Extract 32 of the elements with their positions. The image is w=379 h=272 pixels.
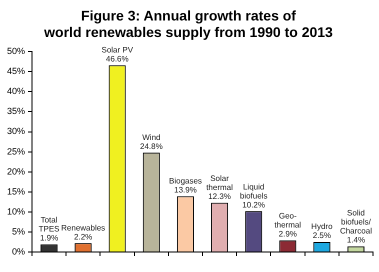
x-tick-label: Solar PV [101, 45, 134, 54]
y-tick-label: 50% [7, 46, 26, 56]
y-tick-label: 20% [7, 166, 26, 176]
data-label: 12.3% [208, 192, 231, 201]
data-label: 2.2% [74, 232, 92, 242]
data-label: 13.9% [174, 185, 197, 194]
data-label: 1.9% [40, 234, 58, 243]
data-label: 24.8% [140, 142, 163, 151]
data-label: 2.5% [312, 231, 331, 240]
y-tick-label: 5% [12, 226, 26, 236]
x-tick-label: Total TPES [38, 216, 60, 234]
x-tick-label: Wind [142, 132, 160, 142]
y-tick-label: 15% [7, 186, 26, 196]
x-tick-label: Biogases [168, 176, 202, 186]
y-tick-label: 0% [12, 246, 26, 256]
y-tick-label: 30% [7, 126, 26, 136]
x-tick-label: Solar thermal [206, 174, 234, 192]
y-tick-label: 35% [7, 106, 26, 116]
x-tick-label: Renewables [61, 223, 106, 232]
x-tick-label: Liquid biofuels [240, 182, 268, 200]
y-tick-label: 25% [7, 146, 26, 156]
data-label: 1.4% [346, 236, 366, 245]
data-label: 2.9% [278, 230, 297, 239]
y-tick-label: 45% [7, 66, 26, 76]
x-tick-label: Hydro [311, 222, 334, 232]
x-tick-label: Solid biofuels/ Charcoal [340, 208, 372, 236]
data-label: 10.2% [242, 200, 265, 210]
chart-title: Figure 3: Annual growth rates of world renewables supply from 1990 to 2013 [43, 7, 334, 40]
y-tick-label: 10% [7, 206, 26, 216]
y-tick-label: 40% [7, 86, 26, 96]
x-tick-label: Geo- thermal [274, 212, 302, 230]
data-label: 46.6% [106, 54, 129, 64]
